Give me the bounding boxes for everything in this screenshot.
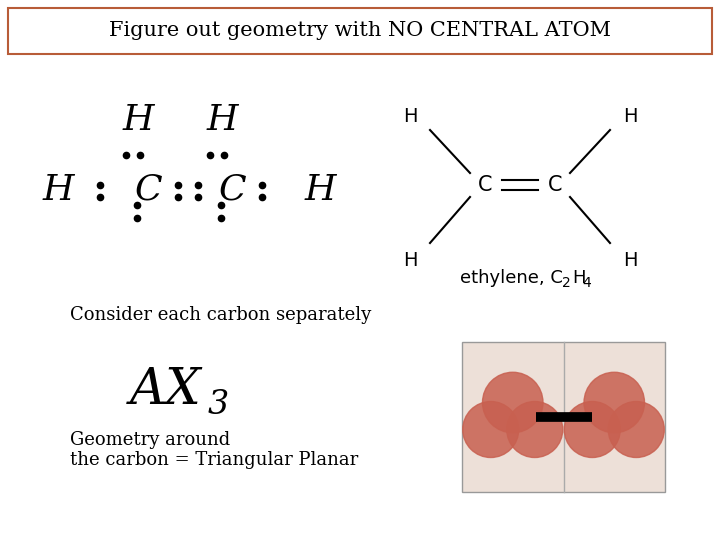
- Text: AX: AX: [130, 365, 202, 415]
- Text: 2: 2: [562, 276, 571, 290]
- Bar: [8, 8, 712, 54]
- Text: C: C: [134, 173, 162, 207]
- Text: Geometry around: Geometry around: [70, 431, 230, 449]
- Text: 4: 4: [582, 276, 590, 290]
- Text: Figure out geometry with NO CENTRAL ATOM: Figure out geometry with NO CENTRAL ATOM: [109, 22, 611, 40]
- Ellipse shape: [507, 402, 563, 457]
- Text: H: H: [623, 251, 637, 269]
- Text: H: H: [122, 103, 154, 137]
- Ellipse shape: [584, 372, 644, 433]
- Text: the carbon = Triangular Planar: the carbon = Triangular Planar: [70, 451, 359, 469]
- Text: H: H: [623, 107, 637, 126]
- Ellipse shape: [463, 402, 518, 457]
- Ellipse shape: [564, 402, 620, 457]
- Text: 3: 3: [208, 389, 229, 421]
- Text: C: C: [548, 175, 562, 195]
- Text: H: H: [206, 103, 238, 137]
- Text: H: H: [402, 251, 418, 269]
- Text: Consider each carbon separately: Consider each carbon separately: [70, 306, 372, 324]
- Text: H: H: [402, 107, 418, 126]
- Text: H: H: [305, 173, 336, 207]
- Text: H: H: [42, 173, 73, 207]
- Bar: [462, 342, 665, 492]
- Text: C: C: [218, 173, 246, 207]
- Text: C: C: [478, 175, 492, 195]
- Ellipse shape: [608, 402, 665, 457]
- Text: ethylene, C: ethylene, C: [460, 269, 563, 287]
- Ellipse shape: [482, 372, 543, 433]
- Text: H: H: [572, 269, 585, 287]
